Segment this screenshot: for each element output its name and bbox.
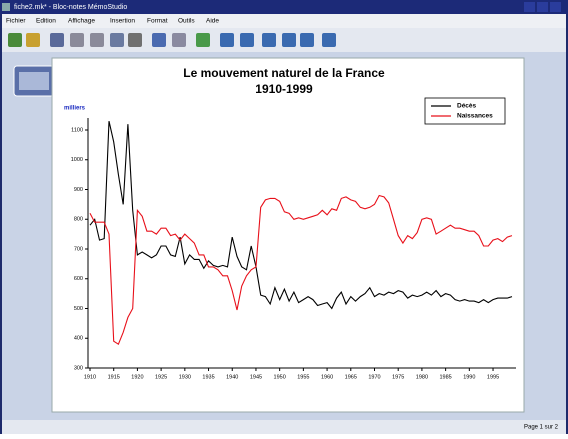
toolbar-button[interactable] bbox=[172, 33, 186, 47]
toolbar-button[interactable] bbox=[300, 33, 314, 47]
x-tick-label: 1990 bbox=[463, 374, 475, 380]
toolbar-button[interactable] bbox=[26, 33, 40, 47]
chart-subtitle: 1910-1999 bbox=[255, 82, 313, 96]
y-tick-label: 500 bbox=[74, 306, 83, 312]
y-tick-label: 1000 bbox=[71, 157, 83, 163]
menu-item[interactable]: Format bbox=[147, 18, 168, 25]
x-tick-label: 1915 bbox=[108, 374, 120, 380]
x-tick-label: 1985 bbox=[439, 374, 451, 380]
window-title: fiche2.mk* - Bloc-notes MémoStudio bbox=[14, 4, 127, 11]
x-tick-label: 1920 bbox=[131, 374, 143, 380]
y-axis-label: milliers bbox=[64, 106, 86, 112]
app-icon bbox=[2, 3, 10, 11]
toolbar-button[interactable] bbox=[110, 33, 124, 47]
thumbnail-image bbox=[19, 72, 49, 90]
toolbar-button[interactable] bbox=[196, 33, 210, 47]
x-tick-label: 1960 bbox=[321, 374, 333, 380]
y-tick-label: 800 bbox=[74, 217, 83, 223]
y-tick-label: 1100 bbox=[71, 127, 83, 133]
legend-label: Décès bbox=[457, 103, 477, 110]
x-tick-label: 1970 bbox=[368, 374, 380, 380]
menu-item[interactable]: Affichage bbox=[68, 18, 95, 25]
toolbar-button[interactable] bbox=[8, 33, 22, 47]
toolbar-button[interactable] bbox=[262, 33, 276, 47]
legend-box bbox=[424, 97, 506, 125]
toolbar-button[interactable] bbox=[322, 33, 336, 47]
x-tick-label: 1950 bbox=[274, 374, 286, 380]
title-bar bbox=[0, 0, 568, 14]
status-text: Page 1 sur 2 bbox=[524, 425, 559, 431]
y-tick-label: 400 bbox=[74, 336, 83, 342]
chart: 300 400 500 600 700 800 900 1000 1100 1910 1915 192… bbox=[71, 97, 516, 380]
y-tick-label: 300 bbox=[74, 365, 83, 371]
x-tick-label: 1940 bbox=[226, 374, 238, 380]
toolbar-button[interactable] bbox=[282, 33, 296, 47]
x-tick-label: 1925 bbox=[155, 374, 167, 380]
y-tick-label: 900 bbox=[74, 187, 83, 193]
series-line bbox=[89, 120, 513, 310]
menu-item[interactable]: Fichier bbox=[6, 18, 26, 25]
x-tick-label: 1935 bbox=[202, 374, 214, 380]
toolbar-button[interactable] bbox=[240, 33, 254, 47]
y-tick-label: 700 bbox=[74, 246, 83, 252]
y-tick-label: 600 bbox=[74, 276, 83, 282]
x-tick-label: 1980 bbox=[416, 374, 428, 380]
minimize-button[interactable] bbox=[524, 2, 535, 12]
toolbar-button[interactable] bbox=[90, 33, 104, 47]
x-tick-label: 1930 bbox=[179, 374, 191, 380]
legend-label: Naissances bbox=[457, 113, 493, 120]
toolbar-buttons bbox=[8, 33, 336, 47]
x-tick-label: 1910 bbox=[84, 374, 96, 380]
x-tick-label: 1995 bbox=[487, 374, 499, 380]
menu-item[interactable]: Outils bbox=[178, 18, 195, 25]
chart-title: Le mouvement naturel de la France bbox=[183, 66, 385, 80]
close-button[interactable] bbox=[550, 2, 561, 12]
x-tick-label: 1955 bbox=[297, 374, 309, 380]
menu-item[interactable]: Aide bbox=[206, 18, 219, 25]
series-line bbox=[89, 194, 513, 346]
toolbar-button[interactable] bbox=[128, 33, 142, 47]
menu-item[interactable]: Edition bbox=[36, 18, 56, 25]
x-tick-label: 1975 bbox=[392, 374, 404, 380]
maximize-button[interactable] bbox=[537, 2, 548, 12]
menu-bar bbox=[2, 14, 566, 28]
menu: Fichier Edition Affichage Insertion Format Ou… bbox=[6, 18, 219, 25]
status-bar bbox=[2, 420, 566, 434]
toolbar-button[interactable] bbox=[152, 33, 166, 47]
x-tick-label: 1945 bbox=[250, 374, 262, 380]
menu-item[interactable]: Insertion bbox=[110, 18, 135, 25]
toolbar-button[interactable] bbox=[70, 33, 84, 47]
x-tick-label: 1965 bbox=[345, 374, 357, 380]
toolbar-button[interactable] bbox=[50, 33, 64, 47]
toolbar-button[interactable] bbox=[220, 33, 234, 47]
